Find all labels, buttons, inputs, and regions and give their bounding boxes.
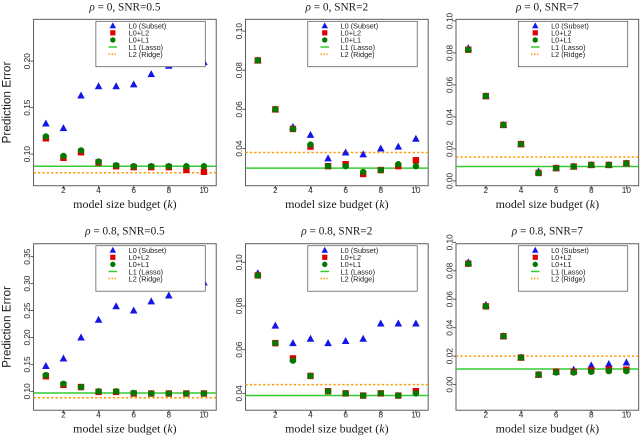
svg-text:2: 2 bbox=[273, 409, 278, 419]
svg-text:0.35: 0.35 bbox=[22, 248, 32, 265]
svg-text:6: 6 bbox=[554, 409, 559, 419]
svg-text:6: 6 bbox=[131, 185, 136, 195]
svg-text:8: 8 bbox=[589, 185, 594, 195]
svg-text:0.06: 0.06 bbox=[444, 291, 454, 308]
svg-text:0.02: 0.02 bbox=[444, 348, 454, 365]
svg-text:model size budget (k): model size budget (k) bbox=[495, 421, 599, 435]
svg-text:model size budget (k): model size budget (k) bbox=[285, 421, 389, 435]
svg-text:10: 10 bbox=[199, 409, 209, 419]
svg-text:model size budget (k): model size budget (k) bbox=[73, 197, 177, 211]
svg-text:6: 6 bbox=[554, 185, 559, 195]
svg-text:ρ = 0.8, SNR=0.5: ρ = 0.8, SNR=0.5 bbox=[84, 226, 165, 238]
svg-text:0.20: 0.20 bbox=[22, 329, 32, 346]
svg-text:10: 10 bbox=[411, 409, 421, 419]
svg-text:model size budget (k): model size budget (k) bbox=[73, 421, 177, 435]
svg-text:0.10: 0.10 bbox=[234, 23, 244, 40]
svg-text:2: 2 bbox=[61, 409, 66, 419]
svg-text:0.08: 0.08 bbox=[444, 44, 454, 61]
svg-text:8: 8 bbox=[378, 409, 383, 419]
svg-text:0.04: 0.04 bbox=[444, 108, 454, 125]
svg-text:4: 4 bbox=[96, 409, 101, 419]
svg-text:L2 (Ridge): L2 (Ridge) bbox=[340, 50, 374, 59]
svg-text:0.10: 0.10 bbox=[234, 254, 244, 271]
svg-text:0.15: 0.15 bbox=[22, 99, 32, 116]
svg-text:L2 (Ridge): L2 (Ridge) bbox=[551, 50, 585, 59]
svg-text:0.08: 0.08 bbox=[234, 298, 244, 315]
svg-text:L2 (Ridge): L2 (Ridge) bbox=[129, 50, 163, 59]
svg-text:8: 8 bbox=[167, 185, 172, 195]
svg-text:0.25: 0.25 bbox=[22, 302, 32, 319]
svg-text:Prediction Error: Prediction Error bbox=[0, 62, 13, 144]
svg-text:6: 6 bbox=[343, 185, 348, 195]
svg-text:0.04: 0.04 bbox=[234, 140, 244, 157]
svg-text:2: 2 bbox=[61, 185, 66, 195]
svg-text:4: 4 bbox=[308, 409, 313, 419]
svg-text:4: 4 bbox=[519, 185, 524, 195]
svg-text:2: 2 bbox=[483, 409, 488, 419]
svg-text:L2 (Ridge): L2 (Ridge) bbox=[129, 274, 163, 283]
svg-text:10: 10 bbox=[622, 185, 632, 195]
svg-text:0.06: 0.06 bbox=[234, 101, 244, 118]
svg-text:ρ = 0.8, SNR=7: ρ = 0.8, SNR=7 bbox=[511, 226, 583, 238]
svg-text:0.10: 0.10 bbox=[444, 234, 454, 251]
svg-text:0.08: 0.08 bbox=[234, 62, 244, 79]
svg-text:0.02: 0.02 bbox=[444, 140, 454, 157]
svg-text:ρ = 0, SNR=7: ρ = 0, SNR=7 bbox=[515, 1, 579, 13]
svg-text:0.10: 0.10 bbox=[22, 383, 32, 400]
svg-text:2: 2 bbox=[273, 185, 278, 195]
svg-text:10: 10 bbox=[411, 185, 421, 195]
svg-text:10: 10 bbox=[622, 409, 632, 419]
svg-text:0.04: 0.04 bbox=[444, 319, 454, 336]
svg-text:0.10: 0.10 bbox=[22, 146, 32, 163]
svg-text:0.30: 0.30 bbox=[22, 275, 32, 292]
svg-text:8: 8 bbox=[589, 409, 594, 419]
svg-text:model size budget (k): model size budget (k) bbox=[495, 197, 599, 211]
svg-text:0.08: 0.08 bbox=[444, 262, 454, 279]
svg-text:Prediction Error: Prediction Error bbox=[0, 286, 13, 368]
svg-text:0.06: 0.06 bbox=[234, 341, 244, 358]
svg-text:0.00: 0.00 bbox=[444, 172, 454, 189]
svg-text:0.15: 0.15 bbox=[22, 356, 32, 373]
svg-text:ρ = 0, SNR=2: ρ = 0, SNR=2 bbox=[304, 1, 368, 13]
svg-text:8: 8 bbox=[378, 185, 383, 195]
svg-text:10: 10 bbox=[199, 185, 209, 195]
svg-text:L2 (Ridge): L2 (Ridge) bbox=[551, 274, 585, 283]
svg-text:2: 2 bbox=[483, 185, 488, 195]
svg-text:4: 4 bbox=[308, 185, 313, 195]
svg-text:ρ = 0.8, SNR=2: ρ = 0.8, SNR=2 bbox=[300, 226, 372, 238]
svg-text:model size budget (k): model size budget (k) bbox=[285, 197, 389, 211]
svg-text:6: 6 bbox=[131, 409, 136, 419]
svg-text:6: 6 bbox=[343, 409, 348, 419]
svg-text:0.00: 0.00 bbox=[444, 376, 454, 393]
svg-text:0.20: 0.20 bbox=[22, 53, 32, 70]
svg-text:8: 8 bbox=[167, 409, 172, 419]
svg-text:0.10: 0.10 bbox=[444, 12, 454, 29]
svg-text:0.06: 0.06 bbox=[444, 76, 454, 93]
svg-text:4: 4 bbox=[519, 409, 524, 419]
svg-text:ρ = 0, SNR=0.5: ρ = 0, SNR=0.5 bbox=[88, 1, 160, 13]
svg-text:L2 (Ridge): L2 (Ridge) bbox=[340, 274, 374, 283]
svg-text:0.04: 0.04 bbox=[234, 385, 244, 402]
svg-text:4: 4 bbox=[96, 185, 101, 195]
